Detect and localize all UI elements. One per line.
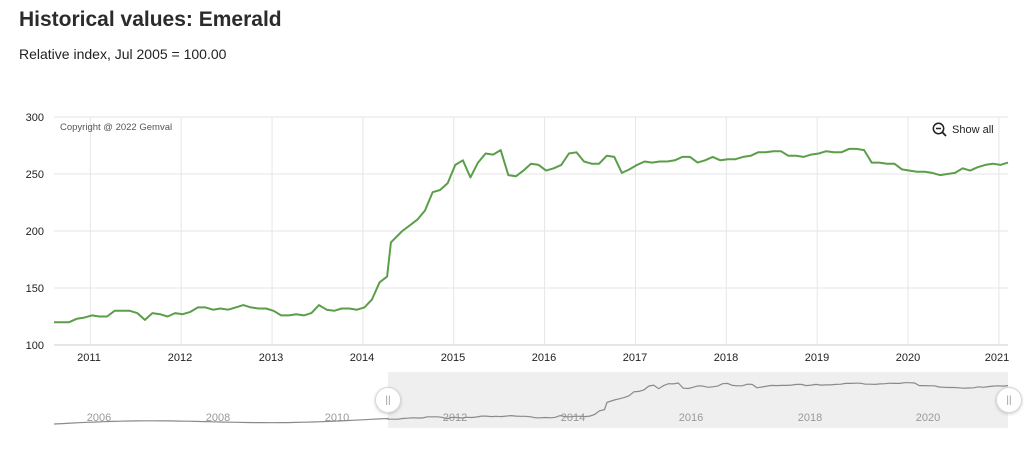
x-tick-label: 2021 [985,352,1009,364]
x-tick-label: 2011 [77,352,101,364]
page-title: Historical values: Emerald [19,8,282,31]
y-tick-label: 300 [26,112,44,124]
navigator-selection[interactable] [388,372,1008,428]
navigator-tick-label: 2006 [87,412,111,424]
navigator-right-handle[interactable]: || [996,387,1022,413]
data-line[interactable] [54,147,1009,324]
navigator-tick-label: 2020 [916,412,940,424]
navigator-tick-label: 2014 [561,412,585,424]
x-tick-label: 2014 [350,352,374,364]
copyright-text: Copyright @ 2022 Gemval [60,122,172,133]
x-tick-label: 2019 [805,352,829,364]
x-tick-label: 2012 [168,352,192,364]
x-tick-label: 2013 [259,352,283,364]
series-line[interactable] [54,147,1009,324]
navigator-tick-label: 2008 [206,412,230,424]
navigator-line [53,382,1009,425]
y-tick-label: 200 [26,226,44,238]
navigator-tick-label: 2016 [679,412,703,424]
navigator-tick-label: 2018 [798,412,822,424]
y-tick-label: 250 [26,169,44,181]
y-tick-label: 100 [26,340,44,352]
x-tick-label: 2020 [896,352,920,364]
x-tick-label: 2018 [714,352,738,364]
show-all-button[interactable]: Show all [932,122,994,137]
x-tick-label: 2015 [441,352,465,364]
x-tick-label: 2016 [532,352,556,364]
x-tick-label: 2017 [623,352,647,364]
zoom-out-icon [932,122,947,137]
show-all-label: Show all [952,123,994,136]
x-axis: 2011 2012 2013 2014 2015 2016 2017 2018 2019 2020… [77,352,1009,364]
navigator[interactable]: 2006 2008 2010 2012 2014 2016 2018 2020 [53,372,1009,428]
y-axis: 100 150 200 250 300 [26,112,44,352]
y-tick-label: 150 [26,283,44,295]
navigator-left-handle[interactable]: || [375,387,401,413]
chart-subtitle: Relative index, Jul 2005 = 100.00 [19,46,227,62]
grid [54,116,1008,346]
navigator-tick-label: 2010 [325,412,349,424]
